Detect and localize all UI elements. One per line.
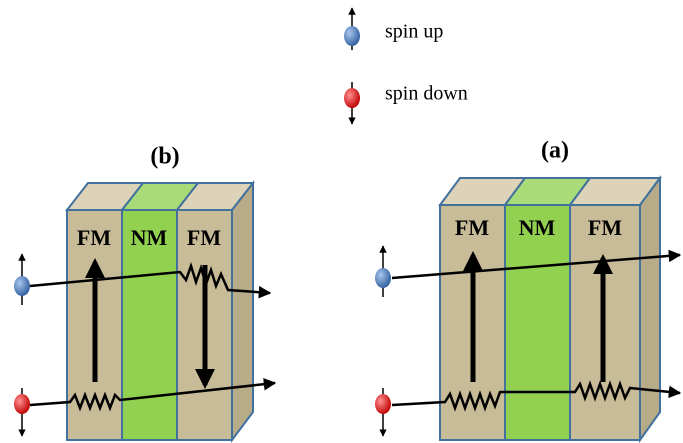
layer-label: NM (519, 215, 556, 240)
layer-label: NM (131, 225, 168, 250)
layer-label: FM (77, 225, 111, 250)
panel-title: (a) (541, 138, 569, 164)
panel-a: (a) FM NM FM (375, 138, 680, 441)
legend: spin up spin down (344, 8, 468, 124)
panel-title: (b) (150, 144, 179, 170)
spin-up-ball (344, 26, 360, 46)
legend-label: spin up (385, 21, 443, 43)
layer-label: FM (588, 215, 622, 240)
page: spin up spin down (b) FM NM FM (a) FM NM… (0, 0, 683, 443)
spin-down-ball (344, 88, 360, 108)
legend-label: spin down (385, 83, 468, 105)
panel-b: (b) FM NM FM (14, 144, 275, 441)
diagram: spin up spin down (b) FM NM FM (a) FM NM… (0, 0, 683, 443)
layer-label: FM (187, 225, 221, 250)
layer-label: FM (455, 215, 489, 240)
